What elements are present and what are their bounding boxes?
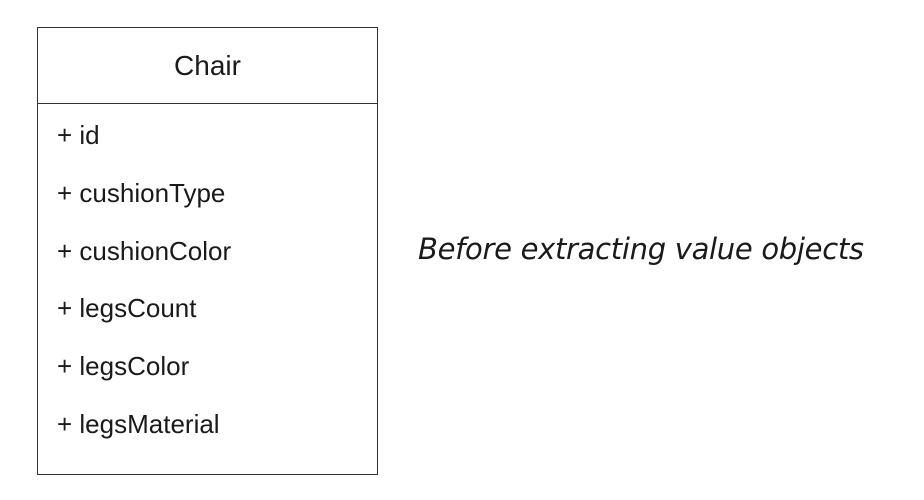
class-name: Chair [174,49,241,81]
attribute-legs-material: + legsMaterial [57,409,220,439]
diagram-caption: Before extracting value objects [418,232,864,266]
attribute-cushion-color: + cushionColor [57,236,232,266]
attribute-legs-color: + legsColor [57,351,190,381]
class-name-header: Chair [38,28,377,104]
attribute-id: + id [57,120,100,150]
attribute-legs-count: + legsCount [57,293,197,323]
attribute-cushion-type: + cushionType [57,178,226,208]
uml-class-box-chair: Chair + id + cushionType + cushionColor … [37,27,378,475]
